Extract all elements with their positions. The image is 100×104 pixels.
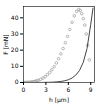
- svg-text:0: 0: [15, 78, 19, 85]
- svg-text:0: 0: [22, 86, 26, 93]
- svg-text:h [µm]: h [µm]: [49, 96, 69, 104]
- svg-text:3: 3: [44, 86, 48, 93]
- svg-text:40: 40: [11, 14, 19, 21]
- svg-text:30: 30: [11, 30, 19, 37]
- svg-text:6: 6: [66, 86, 70, 93]
- svg-text:20: 20: [11, 46, 19, 53]
- svg-text:10: 10: [11, 62, 19, 69]
- svg-text:9: 9: [89, 86, 93, 93]
- svg-text:F [mN]: F [mN]: [2, 34, 9, 54]
